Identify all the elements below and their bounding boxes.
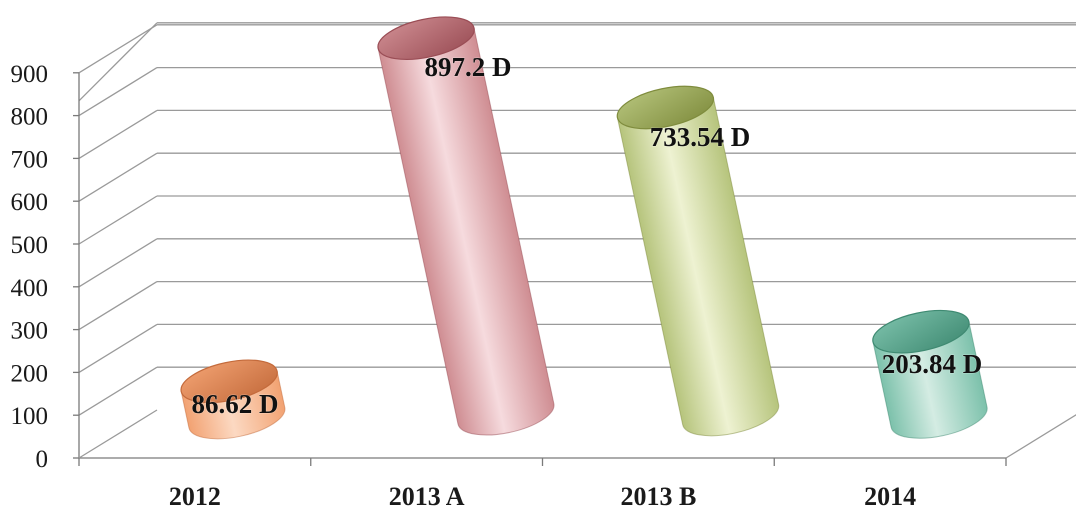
- y-tick-label: 0: [36, 446, 49, 473]
- gridline-side: [78, 24, 158, 74]
- bar-top: [377, 16, 475, 60]
- gridline-side: [78, 281, 158, 331]
- bar: [872, 309, 988, 439]
- y-tick-label: 700: [11, 146, 49, 173]
- data-label: 897.2 D: [425, 52, 512, 82]
- gridline-side: [78, 366, 158, 416]
- x-tick-label: 2014: [864, 482, 916, 511]
- bar: [377, 16, 555, 436]
- y-tick-label: 900: [11, 61, 49, 88]
- bar-top: [180, 359, 278, 404]
- chart-back-wall: [78, 22, 1076, 102]
- x-tick-label: 2013 B: [620, 482, 696, 511]
- gridline-side: [78, 152, 158, 202]
- y-tick-label: 600: [11, 189, 49, 216]
- side-wall-top-line: [78, 22, 158, 102]
- floor-left-edge: [78, 409, 158, 459]
- gridline-side: [78, 67, 158, 117]
- bar-body: [377, 27, 555, 436]
- gridlines: [78, 24, 1076, 416]
- x-tick-label: 2013 A: [389, 482, 465, 511]
- data-label: 733.54 D: [650, 122, 751, 152]
- x-axis: 2012 2013 A 2013 B 2014: [78, 409, 1076, 511]
- gridline-side: [78, 109, 158, 159]
- data-label: 203.84 D: [882, 349, 983, 379]
- bar: [616, 85, 780, 437]
- y-tick-label: 300: [11, 318, 49, 345]
- y-tick-label: 500: [11, 232, 49, 259]
- y-axis: 0 100 200 300 400 500 600 700 800 900: [11, 61, 80, 473]
- y-tick-label: 100: [11, 403, 49, 430]
- gridline-side: [78, 195, 158, 245]
- bars: [180, 16, 988, 440]
- gridline-side: [78, 323, 158, 373]
- y-tick-label: 800: [11, 104, 49, 131]
- x-tick-label: 2012: [169, 482, 221, 511]
- bar: [180, 359, 286, 440]
- gridline-side: [78, 238, 158, 288]
- data-label: 86.62 D: [192, 389, 279, 419]
- bar-top: [616, 85, 715, 130]
- data-labels: 86.62 D 897.2 D 733.54 D 203.84 D: [191, 51, 983, 419]
- y-tick-label: 400: [11, 275, 49, 302]
- bar-body: [616, 96, 780, 437]
- y-tick-label: 200: [11, 360, 49, 387]
- bar-top: [872, 309, 970, 354]
- floor-right-edge: [1005, 414, 1076, 459]
